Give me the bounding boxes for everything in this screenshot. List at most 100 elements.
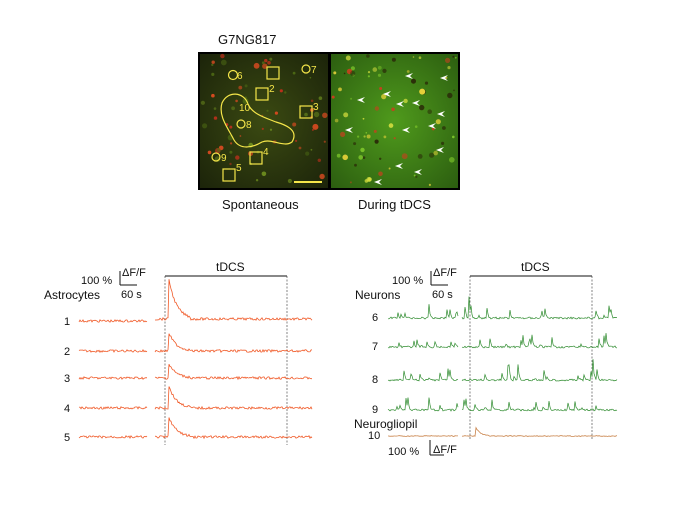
cell-speckle <box>377 65 382 70</box>
trace-line <box>78 435 148 440</box>
trace-line <box>461 333 618 349</box>
cell-speckle <box>200 100 205 105</box>
arrowhead-icon <box>437 111 445 117</box>
figure-title: G7NG817 <box>218 32 277 47</box>
cell-speckle <box>391 107 395 112</box>
trace-line <box>154 333 313 353</box>
cell-speckle <box>235 99 238 103</box>
cell-speckle <box>391 57 396 62</box>
cell-speckle <box>378 171 383 177</box>
cell-speckle <box>264 58 268 63</box>
neuro-bottom-scale-percent: 100 % <box>388 446 419 458</box>
cell-speckle <box>295 139 298 142</box>
cell-speckle <box>383 135 387 139</box>
arrowhead-icon <box>428 123 436 129</box>
cell-speckle <box>442 126 446 130</box>
cell-speckle <box>261 171 267 177</box>
cell-speckle <box>231 106 236 111</box>
cell-speckle <box>424 81 429 85</box>
cell-speckle <box>429 152 435 158</box>
astrocyte-traces <box>78 279 313 440</box>
roi-label: 9 <box>221 153 227 164</box>
cell-speckle <box>435 119 441 125</box>
roi-label: 7 <box>311 65 317 76</box>
cell-speckle <box>238 85 243 90</box>
cell-speckle <box>360 147 365 153</box>
cell-speckle <box>415 175 418 178</box>
spontaneous-label: Spontaneous <box>222 197 299 212</box>
cell-speckle <box>202 123 208 129</box>
cell-speckle <box>428 183 431 186</box>
cell-speckle <box>441 141 445 145</box>
cell-speckle <box>336 153 341 158</box>
cell-speckle <box>220 59 227 66</box>
cell-speckle <box>244 84 248 88</box>
neuropil-outline <box>220 93 295 148</box>
cell-speckle <box>304 112 308 117</box>
microscopy-images: 6 2 3 7 10 8 4 9 5 <box>198 52 460 190</box>
cell-speckle <box>349 181 352 184</box>
cell-speckle <box>220 53 225 59</box>
cell-speckle <box>345 55 351 61</box>
cell-speckle <box>313 111 320 118</box>
cell-speckle <box>431 127 435 131</box>
astro-scale-dff: ΔF/F <box>122 267 146 279</box>
trace-line <box>154 386 313 410</box>
cell-speckle <box>374 106 380 111</box>
cell-speckle <box>323 140 326 143</box>
astro-stim-label: tDCS <box>216 260 245 274</box>
neuropil-trace <box>388 426 618 437</box>
cell-speckle <box>350 97 353 100</box>
cell-speckle <box>269 128 273 131</box>
spontaneous-image <box>200 54 328 188</box>
trace-line <box>461 426 618 437</box>
roi-circle <box>211 152 221 162</box>
cell-speckle <box>366 54 370 58</box>
cell-speckle <box>292 122 297 127</box>
astro-scale-percent: 100 % <box>81 275 112 287</box>
cell-speckle <box>343 72 346 75</box>
roi-circle <box>236 119 246 129</box>
cell-speckle <box>284 91 287 94</box>
trace-line <box>387 339 459 349</box>
trace-line <box>78 376 148 380</box>
cell-speckle <box>452 55 455 58</box>
cell-speckle <box>310 148 313 151</box>
cell-speckle <box>312 123 319 130</box>
cell-speckle <box>406 70 410 73</box>
cell-speckle <box>353 142 357 146</box>
roi-circle <box>301 64 311 74</box>
cell-speckle <box>393 137 396 140</box>
cell-speckle <box>261 61 265 65</box>
trace-line <box>154 364 312 381</box>
cell-speckle <box>230 142 233 145</box>
cell-speckle <box>211 72 215 76</box>
cell-speckle <box>318 96 323 100</box>
cell-speckle <box>418 56 422 59</box>
roi-label: 3 <box>313 102 319 113</box>
cell-speckle <box>454 56 457 59</box>
cell-speckle <box>373 129 377 133</box>
cell-speckle <box>253 62 260 69</box>
cell-speckle <box>365 132 368 134</box>
roi-label: 6 <box>237 71 243 82</box>
neuron-traces <box>387 296 618 412</box>
cell-speckle <box>419 104 425 111</box>
cell-speckle <box>379 87 383 90</box>
neuron-panel: tDCS 100 % ΔF/F 60 s Neurons 6 7 8 9 Neu… <box>354 260 618 458</box>
cell-speckle <box>381 94 387 100</box>
cell-speckle <box>419 88 426 95</box>
cell-speckle <box>367 75 370 78</box>
astrocyte-panel: tDCS 100 % ΔF/F 60 s Astrocytes 1 2 3 4 … <box>44 260 313 445</box>
roi-box <box>255 87 269 101</box>
cell-speckle <box>292 71 296 75</box>
cell-speckle <box>411 78 416 84</box>
trace-line <box>461 398 618 412</box>
astro-group-label: Astrocytes <box>44 288 100 302</box>
cell-speckle <box>338 87 342 92</box>
spontaneous-cells <box>200 53 328 184</box>
cell-speckle <box>255 179 259 182</box>
cell-speckle <box>364 179 369 183</box>
cell-speckle <box>342 154 349 161</box>
